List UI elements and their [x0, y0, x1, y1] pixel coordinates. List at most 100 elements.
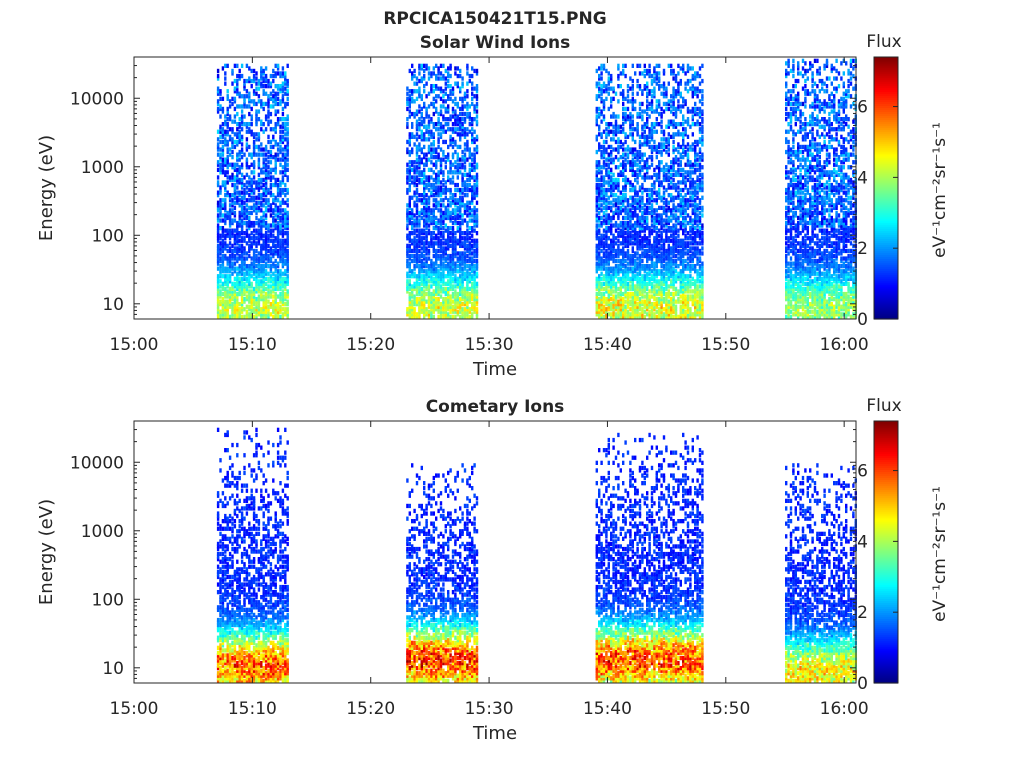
spectrogram-cell [614, 228, 618, 233]
spectrogram-cell [418, 256, 421, 261]
spectrogram-cell [454, 193, 457, 198]
spectrogram-cell [413, 193, 416, 198]
spectrogram-cell [598, 286, 601, 292]
spectrogram-cell [646, 122, 649, 127]
spectrogram-cell [612, 177, 615, 183]
spectrogram-cell [636, 294, 639, 299]
spectrogram-cell [233, 312, 237, 317]
spectrogram-cell [245, 294, 249, 299]
spectrogram-cell [279, 117, 282, 122]
spectrogram-cell [612, 312, 615, 317]
spectrogram-cell [252, 269, 256, 274]
spectrogram-cell [418, 264, 421, 269]
spectrogram-cell [463, 193, 467, 198]
spectrogram-cell [408, 233, 411, 238]
spectrogram-cell [231, 182, 234, 188]
spectrogram-cell [463, 238, 467, 243]
spectrogram-cell [238, 215, 241, 221]
spectrogram-cell [456, 291, 459, 297]
spectrogram-cell [432, 304, 435, 309]
spectrogram-cell [257, 251, 261, 256]
spectrogram-cell [420, 289, 423, 294]
spectrogram-cell [449, 160, 452, 165]
spectrogram-cell [648, 71, 651, 76]
spectrogram-cell [643, 302, 646, 307]
spectrogram-cell [267, 248, 270, 254]
spectrogram-cell [631, 172, 634, 177]
spectrogram-cell [653, 276, 656, 281]
spectrogram-cell [634, 170, 637, 175]
spectrogram-cell [226, 147, 229, 152]
spectrogram-cell [437, 185, 440, 190]
spectrogram-cell [430, 89, 433, 94]
spectrogram-cell [238, 309, 241, 314]
spectrogram-cell [435, 251, 438, 256]
spectrogram-cell [272, 167, 275, 172]
spectrogram-cell [216, 307, 220, 312]
spectrogram-cell [432, 84, 435, 89]
spectrogram-cell [406, 117, 409, 122]
spectrogram-cell [437, 264, 440, 269]
spectrogram-cell [267, 122, 270, 127]
spectrogram-cell [415, 132, 419, 137]
spectrogram-cell [427, 314, 431, 319]
spectrogram-cell [612, 114, 615, 119]
spectrogram-cell [442, 210, 445, 216]
spectrogram-cell [262, 238, 265, 243]
spectrogram-cell [617, 223, 620, 228]
spectrogram-cell [432, 218, 435, 223]
spectrogram-cell [264, 312, 268, 317]
spectrogram-cell [257, 220, 261, 226]
spectrogram-cell [233, 195, 237, 200]
spectrogram-cell [629, 76, 632, 81]
spectrogram-cell [269, 304, 273, 309]
spectrogram-cell [595, 284, 598, 289]
spectrogram-cell [451, 180, 455, 185]
spectrogram-cell [284, 71, 287, 76]
spectrogram-cell [617, 200, 620, 205]
spectrogram-cell [435, 86, 438, 91]
spectrogram-cell [279, 99, 282, 104]
spectrogram-cell [463, 294, 467, 299]
spectrogram-cell [279, 86, 282, 91]
spectrogram-cell [442, 286, 445, 292]
spectrogram-cell [255, 258, 258, 264]
spectrogram-cell [408, 312, 411, 317]
spectrogram-cell [454, 119, 457, 124]
spectrogram-cell [231, 129, 234, 134]
spectrogram-cell [466, 94, 469, 99]
spectrogram-cell [250, 177, 253, 183]
spectrogram-cell [648, 155, 651, 160]
spectrogram-cell [274, 162, 277, 167]
spectrogram-cell [610, 243, 613, 248]
spectrogram-cell [228, 215, 232, 221]
spectrogram-cell [408, 142, 411, 147]
spectrogram-cell [641, 236, 644, 241]
spectrogram-cell [634, 251, 637, 256]
spectrogram-cell [442, 172, 445, 177]
spectrogram-cell [228, 117, 232, 122]
spectrogram-cell [610, 208, 613, 213]
spectrogram-cell [432, 289, 435, 294]
spectrogram-cell [646, 99, 649, 104]
spectrogram-cell [420, 193, 423, 198]
spectrogram-cell [614, 253, 618, 259]
spectrogram-cell [461, 99, 464, 104]
spectrogram-cell [595, 170, 598, 175]
spectrogram-cell [468, 258, 471, 264]
spectrogram-cell [219, 294, 222, 299]
spectrogram-cell [245, 172, 249, 177]
spectrogram-cell [638, 205, 642, 210]
spectrogram-cell [610, 76, 613, 81]
spectrogram-cell [638, 307, 642, 312]
spectrogram-cell [456, 281, 459, 286]
spectrogram-cell [658, 258, 661, 264]
spectrogram-cell [617, 185, 620, 190]
spectrogram-cell [224, 193, 227, 198]
spectrogram-cell [432, 281, 435, 286]
spectrogram-cell [248, 291, 251, 297]
spectrogram-cell [226, 256, 229, 261]
spectrogram-cell [614, 122, 618, 127]
spectrogram-cell [255, 241, 258, 246]
spectrogram-cell [269, 155, 273, 160]
